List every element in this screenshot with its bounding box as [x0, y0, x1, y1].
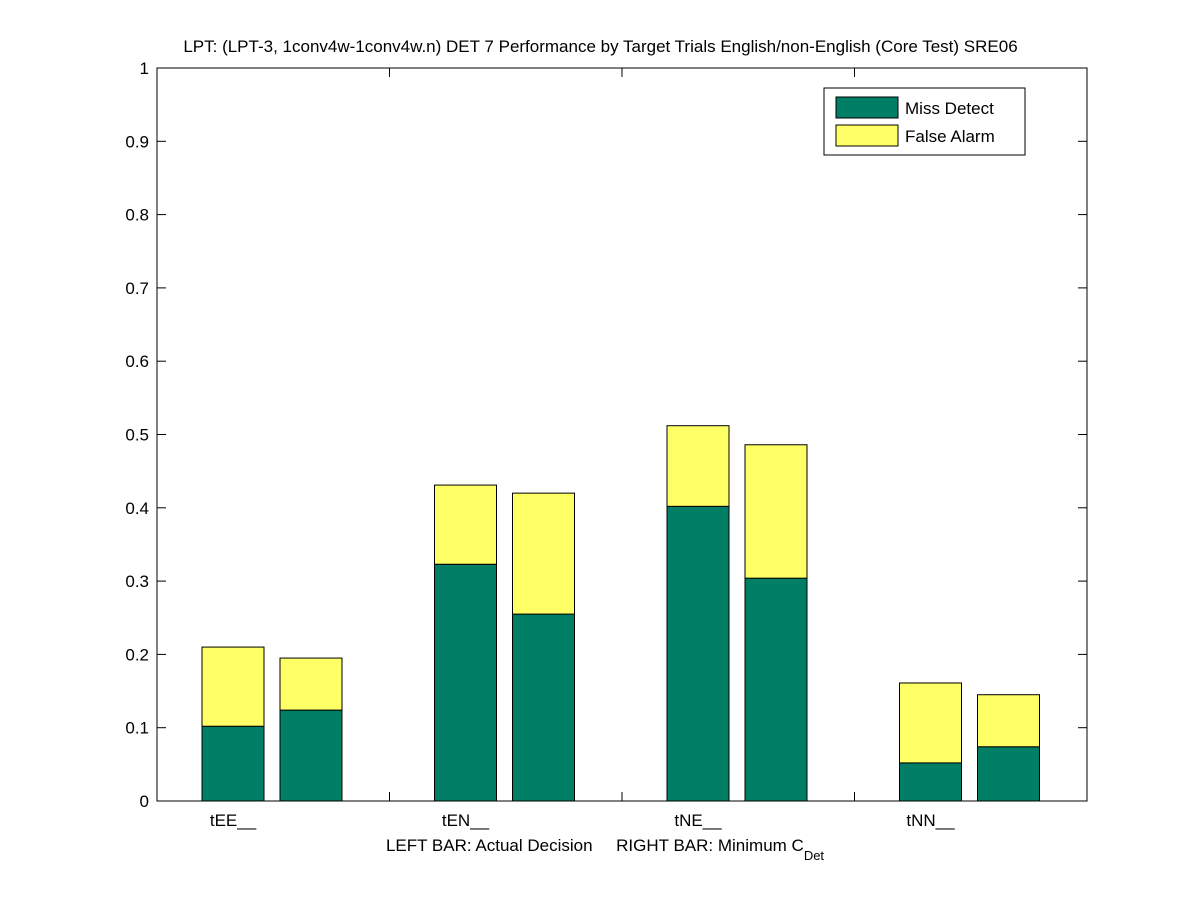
- bar-miss-detect-left-tEE: [201, 725, 265, 802]
- bar-miss-detect-right-tNE: [744, 577, 808, 802]
- bar-miss-detect-right-tEN: [512, 613, 575, 802]
- y-tick-label: 0.4: [125, 499, 149, 518]
- bar-false-alarm-left-tEE: [201, 646, 265, 727]
- legend-label: Miss Detect: [905, 99, 994, 118]
- chart-title: LPT: (LPT-3, 1conv4w-1conv4w.n) DET 7 Pe…: [183, 37, 1018, 56]
- x-axis-label: LEFT BAR: Actual Decision RIGHT BAR: Min…: [386, 836, 824, 863]
- y-tick-label: 0.2: [125, 645, 149, 664]
- x-axis-label-subscript: Det: [804, 848, 825, 863]
- x-axis-label-main: LEFT BAR: Actual Decision RIGHT BAR: Min…: [386, 836, 804, 855]
- bar-false-alarm-left-tEN: [434, 484, 497, 565]
- bar-false-alarm-right-tNN: [977, 694, 1040, 748]
- bar-miss-detect-left-tNN: [899, 762, 962, 802]
- x-tick-label: tEE__: [210, 811, 257, 830]
- y-tick-label: 0.7: [125, 279, 149, 298]
- y-tick-label: 1: [140, 59, 149, 78]
- x-tick-label: tNN__: [906, 811, 955, 830]
- bar-false-alarm-left-tNN: [899, 682, 962, 764]
- y-tick-label: 0.5: [125, 426, 149, 445]
- x-tick-label: tNE__: [674, 811, 722, 830]
- y-tick-label: 0.6: [125, 352, 149, 371]
- y-tick-label: 0.1: [125, 719, 149, 738]
- bar-miss-detect-right-tEE: [279, 709, 343, 802]
- bar-miss-detect-right-tNN: [977, 746, 1040, 802]
- bar-false-alarm-right-tNE: [744, 444, 808, 579]
- bar-miss-detect-left-tEN: [434, 563, 497, 802]
- x-tick-label: tEN__: [442, 811, 490, 830]
- bar-false-alarm-left-tNE: [666, 425, 730, 507]
- y-tick-label: 0.3: [125, 572, 149, 591]
- bar-miss-detect-left-tNE: [666, 505, 730, 802]
- bar-false-alarm-right-tEN: [512, 492, 575, 615]
- y-tick-label: 0.9: [125, 132, 149, 151]
- legend-swatch: [835, 96, 899, 119]
- y-tick-label: 0: [140, 792, 149, 811]
- bar-false-alarm-right-tEE: [279, 657, 343, 711]
- legend-swatch: [835, 124, 899, 147]
- legend-label: False Alarm: [905, 127, 995, 146]
- y-tick-label: 0.8: [125, 206, 149, 225]
